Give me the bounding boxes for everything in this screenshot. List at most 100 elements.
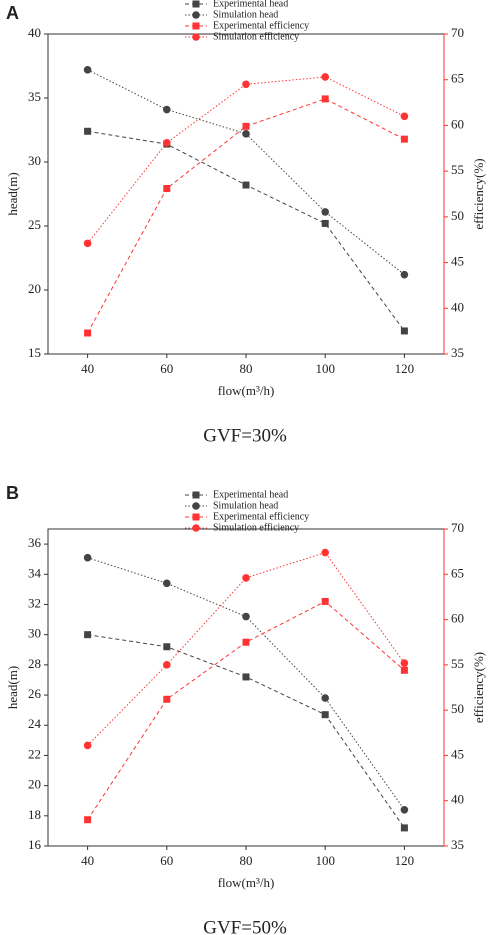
marker (192, 0, 200, 8)
marker (321, 711, 329, 719)
marker (242, 638, 250, 646)
marker (321, 694, 330, 702)
y2-tick-label: 35 (451, 837, 464, 852)
panel-label: A (6, 3, 19, 23)
y2-tick-label: 65 (451, 71, 464, 86)
marker (321, 219, 329, 227)
marker (242, 181, 250, 189)
marker (400, 135, 408, 143)
legend-label: Simulation efficiency (213, 31, 299, 42)
marker (242, 80, 250, 89)
x-tick-label: 40 (81, 853, 94, 868)
legend-label: Simulation head (213, 500, 278, 511)
legend-label: Experimental efficiency (213, 511, 309, 522)
series-line (87, 69, 405, 276)
y2-tick-label: 65 (451, 565, 464, 580)
series-line (87, 557, 405, 811)
y-tick-label: 36 (28, 535, 42, 550)
y2-tick-label: 40 (451, 792, 464, 807)
marker (163, 139, 171, 147)
marker (321, 73, 330, 81)
y-tick-label: 34 (28, 565, 42, 580)
legend-label: Experimental head (213, 489, 288, 500)
y2-tick-label: 70 (451, 25, 464, 40)
marker (84, 816, 92, 824)
y2-axis-title: efficiency(%) (471, 158, 486, 229)
y-tick-label: 26 (28, 686, 42, 701)
marker (192, 33, 200, 41)
marker (400, 666, 408, 674)
marker (84, 329, 92, 337)
marker (400, 327, 408, 335)
chart: B 40 60 80 100 120 16 18 20 22 24 26 28 30 32 34 36 35 40 4… (5, 483, 486, 935)
marker (400, 824, 408, 832)
marker (192, 11, 200, 19)
y2-axis-title: efficiency(%) (471, 652, 486, 723)
y-tick-label: 30 (28, 153, 41, 168)
x-tick-label: 100 (315, 361, 335, 376)
marker (242, 574, 250, 582)
y2-tick-label: 40 (451, 299, 464, 314)
y2-tick-label: 50 (451, 701, 464, 716)
series-line (87, 634, 405, 829)
marker (83, 741, 92, 750)
y2-tick-label: 50 (451, 208, 464, 223)
legend-label: Simulation head (213, 9, 278, 20)
marker (83, 239, 92, 248)
x-axis-title: flow(m³/h) (218, 383, 275, 398)
y2-tick-label: 70 (451, 520, 464, 535)
marker (192, 513, 200, 521)
marker (83, 553, 92, 562)
caption: GVF=30% (203, 425, 287, 446)
x-tick-label: 60 (160, 361, 173, 376)
y-tick-label: 24 (28, 716, 42, 731)
series-line (87, 600, 405, 821)
marker (163, 695, 171, 703)
x-tick-label: 60 (160, 853, 173, 868)
x-tick-label: 80 (240, 361, 253, 376)
marker (400, 659, 409, 667)
y-tick-label: 25 (28, 217, 41, 232)
marker (321, 95, 329, 103)
marker (192, 502, 200, 510)
marker (83, 66, 92, 74)
marker (163, 643, 171, 651)
x-axis-title: flow(m³/h) (218, 875, 275, 890)
marker (163, 105, 171, 114)
marker (242, 122, 250, 130)
y-tick-label: 35 (28, 89, 41, 104)
series-line (87, 130, 405, 332)
y2-tick-label: 45 (451, 254, 464, 269)
marker (163, 185, 171, 193)
marker (163, 579, 171, 588)
y2-tick-label: 55 (451, 656, 464, 671)
marker (242, 673, 250, 681)
panel-label: B (6, 483, 19, 503)
chart: A 40 60 80 100 120 15 20 25 30 35 40 35 40 45 50 55 60 65 7… (5, 0, 486, 446)
x-tick-label: 40 (81, 361, 94, 376)
marker (84, 127, 92, 135)
y-tick-label: 15 (28, 345, 41, 360)
marker (400, 112, 409, 121)
y-tick-label: 40 (28, 25, 41, 40)
x-tick-label: 120 (395, 361, 415, 376)
y-tick-label: 22 (28, 746, 41, 761)
x-tick-label: 80 (240, 853, 253, 868)
legend-label: Experimental head (213, 0, 288, 9)
marker (321, 597, 329, 605)
series-line (87, 76, 405, 244)
y-tick-label: 28 (28, 656, 41, 671)
caption: GVF=50% (203, 917, 287, 935)
marker (242, 130, 250, 138)
y-tick-label: 30 (28, 626, 41, 641)
y-axis-title: head(m) (5, 666, 20, 709)
marker (192, 491, 200, 499)
y-tick-label: 20 (28, 281, 41, 296)
marker (400, 270, 409, 279)
y2-tick-label: 35 (451, 345, 464, 360)
y-tick-label: 32 (28, 595, 41, 610)
marker (242, 612, 250, 621)
marker (321, 548, 330, 557)
y-tick-label: 18 (28, 807, 41, 822)
